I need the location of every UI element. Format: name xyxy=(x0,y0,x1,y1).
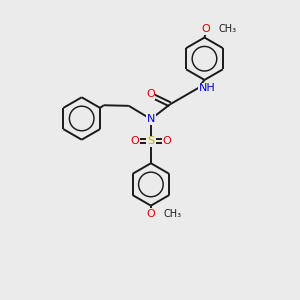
Text: O: O xyxy=(146,209,155,219)
Text: O: O xyxy=(163,136,172,146)
Text: S: S xyxy=(147,136,155,146)
Text: N: N xyxy=(147,114,155,124)
Text: NH: NH xyxy=(199,83,216,93)
Text: O: O xyxy=(146,89,155,99)
Text: CH₃: CH₃ xyxy=(218,24,236,34)
Text: CH₃: CH₃ xyxy=(163,209,182,219)
Text: O: O xyxy=(202,24,210,34)
Text: O: O xyxy=(130,136,139,146)
